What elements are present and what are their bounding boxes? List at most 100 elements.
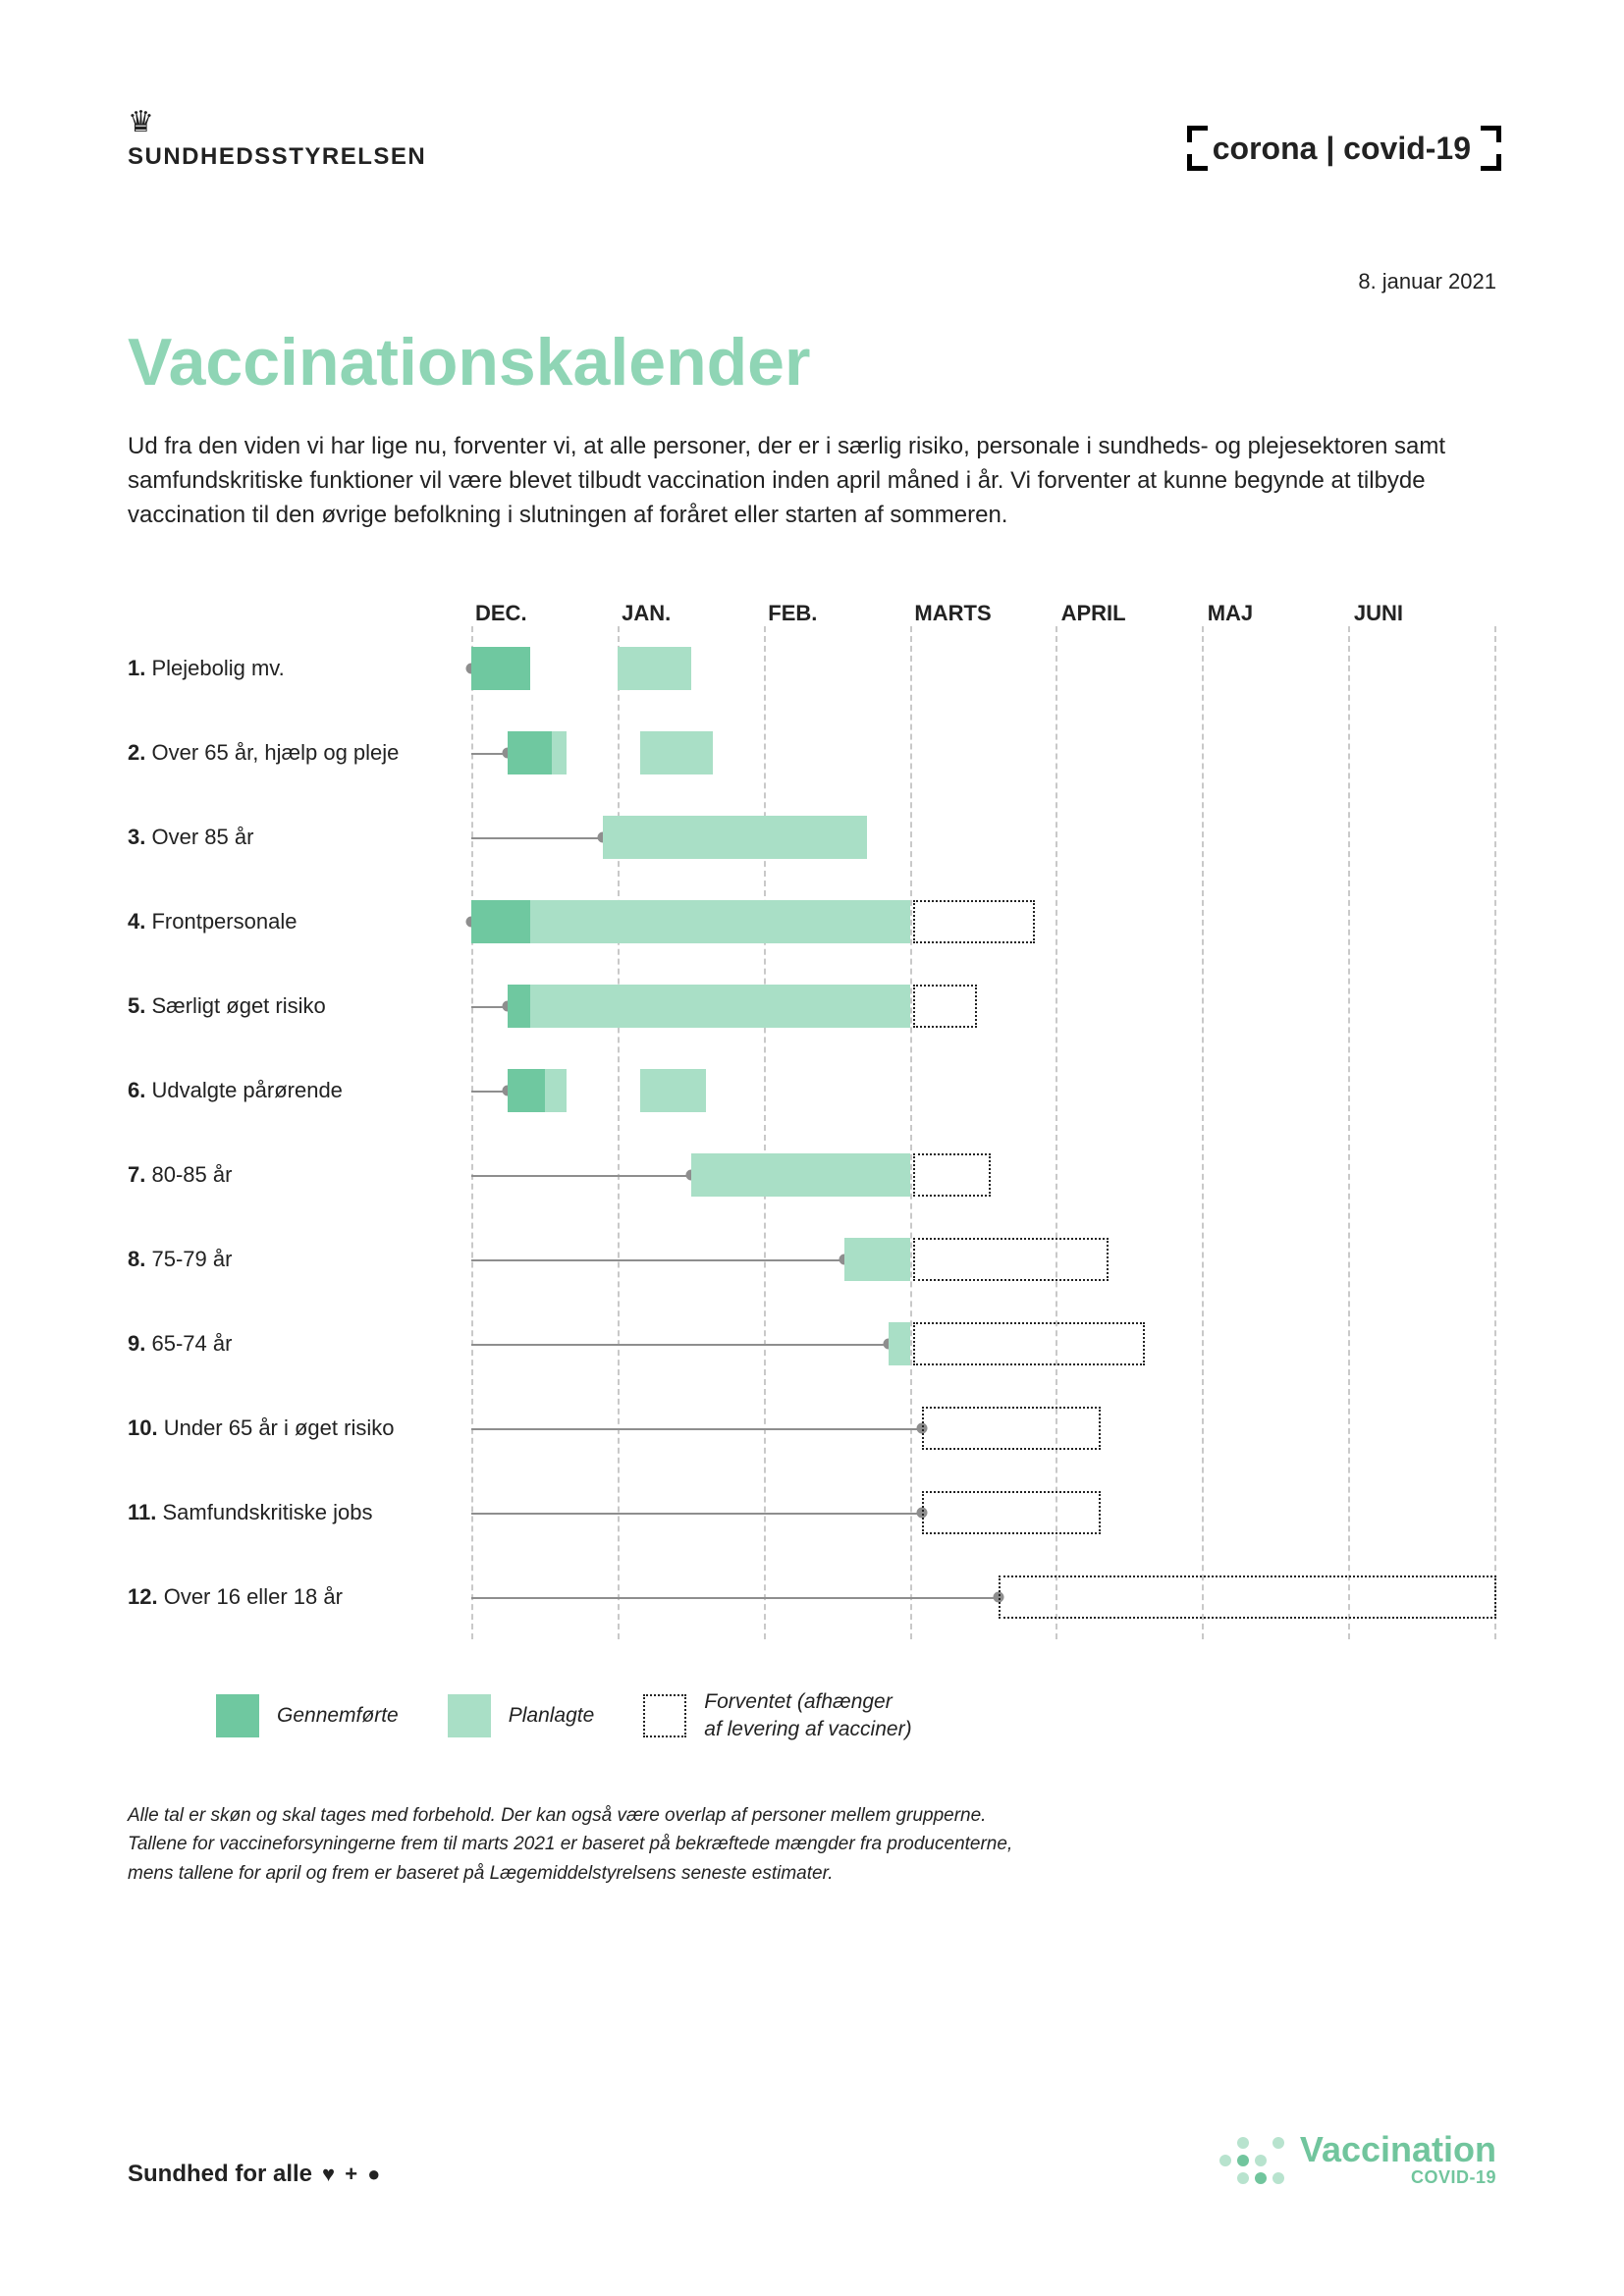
header: ♛ SUNDHEDSSTYRELSEN corona | covid-19	[128, 108, 1496, 171]
intro-paragraph: Ud fra den viden vi har lige nu, forvent…	[128, 430, 1483, 532]
segment-plan	[640, 1069, 706, 1112]
corona-covid-badge: corona | covid-19	[1187, 126, 1496, 171]
row-track	[471, 900, 1496, 943]
segment-plan	[618, 647, 691, 690]
vaccination-gantt-chart: DEC.JAN.FEB.MARTSAPRILMAJJUNI 1. Plejebo…	[128, 601, 1496, 1639]
segment-plan	[603, 816, 866, 859]
month-label: FEB.	[764, 601, 910, 626]
chart-row: 8. 75-79 år	[128, 1217, 1496, 1302]
row-track	[471, 647, 1496, 690]
vaccination-title: Vaccination	[1300, 2132, 1496, 2167]
row-label: 9. 65-74 år	[128, 1331, 471, 1357]
segment-plan	[844, 1238, 910, 1281]
segment-plan	[691, 1153, 911, 1197]
segment-done	[508, 731, 552, 774]
legend-item-exp: Forventet (afhængeraf levering af vaccin…	[643, 1688, 911, 1742]
row-label: 5. Særligt øget risiko	[128, 993, 471, 1019]
month-label: JUNI	[1350, 601, 1496, 626]
legend-item-done: Gennemførte	[216, 1694, 399, 1737]
lead-line	[471, 1175, 691, 1177]
segment-exp	[913, 985, 976, 1028]
dot-grid-icon	[1219, 2137, 1284, 2184]
row-track	[471, 1491, 1496, 1534]
footnote: Alle tal er skøn og skal tages med forbe…	[128, 1801, 1496, 1888]
segment-plan	[552, 731, 567, 774]
footer: Sundhed for alle ♥ + ● Vaccination COVID…	[128, 2132, 1496, 2188]
segment-plan	[640, 731, 714, 774]
month-label: APRIL	[1057, 601, 1204, 626]
row-track	[471, 816, 1496, 859]
row-label: 2. Over 65 år, hjælp og pleje	[128, 740, 471, 766]
chart-body: 1. Plejebolig mv. 2. Over 65 år, hjælp og…	[128, 626, 1496, 1639]
segment-plan	[889, 1322, 910, 1365]
crown-icon: ♛	[128, 108, 154, 137]
chart-row: 1. Plejebolig mv.	[128, 626, 1496, 711]
row-track	[471, 1069, 1496, 1112]
vaccination-logo: Vaccination COVID-19	[1219, 2132, 1496, 2188]
swatch-plan	[448, 1694, 491, 1737]
row-track	[471, 1407, 1496, 1450]
vaccination-sub: COVID-19	[1300, 2167, 1496, 2188]
row-label: 4. Frontpersonale	[128, 909, 471, 934]
corona-text: corona | covid-19	[1213, 131, 1471, 167]
chart-row: 3. Over 85 år	[128, 795, 1496, 880]
legend-label-done: Gennemførte	[277, 1704, 399, 1728]
row-track	[471, 1322, 1496, 1365]
chart-row: 2. Over 65 år, hjælp og pleje	[128, 711, 1496, 795]
swatch-exp	[643, 1694, 686, 1737]
lead-line	[471, 1597, 999, 1599]
segment-exp	[922, 1491, 1101, 1534]
chart-row: 6. Udvalgte pårørende	[128, 1048, 1496, 1133]
segment-done	[471, 647, 530, 690]
legend: Gennemførte Planlagte Forventet (afhænge…	[216, 1688, 1496, 1742]
row-label: 8. 75-79 år	[128, 1247, 471, 1272]
row-track	[471, 1238, 1496, 1281]
footer-glyphs-icon: ♥ + ●	[322, 2162, 382, 2187]
segment-exp	[922, 1407, 1101, 1450]
chart-row: 7. 80-85 år	[128, 1133, 1496, 1217]
lead-line	[471, 1259, 844, 1261]
legend-label-plan: Planlagte	[509, 1704, 595, 1728]
row-label: 3. Over 85 år	[128, 825, 471, 850]
org-logo: ♛ SUNDHEDSSTYRELSEN	[128, 108, 426, 171]
lead-line	[471, 837, 603, 839]
vaccination-logo-text: Vaccination COVID-19	[1300, 2132, 1496, 2188]
segment-exp	[913, 1238, 1108, 1281]
footer-left: Sundhed for alle ♥ + ●	[128, 2161, 382, 2188]
segment-plan	[530, 900, 911, 943]
legend-item-plan: Planlagte	[448, 1694, 595, 1737]
footer-right: Vaccination COVID-19	[1219, 2132, 1496, 2188]
month-label: JAN.	[618, 601, 764, 626]
segment-plan	[530, 985, 911, 1028]
document-date: 8. januar 2021	[128, 269, 1496, 294]
row-label: 7. 80-85 år	[128, 1162, 471, 1188]
chart-row: 4. Frontpersonale	[128, 880, 1496, 964]
lead-line	[471, 1428, 922, 1430]
row-track	[471, 1575, 1496, 1619]
lead-line	[471, 1344, 889, 1346]
swatch-done	[216, 1694, 259, 1737]
segment-exp	[913, 1153, 991, 1197]
row-label: 11. Samfundskritiske jobs	[128, 1500, 471, 1525]
segment-done	[471, 900, 530, 943]
bracket-right-icon	[1481, 126, 1496, 171]
lead-line	[471, 1513, 922, 1515]
row-track	[471, 1153, 1496, 1197]
segment-done	[508, 985, 529, 1028]
row-label: 1. Plejebolig mv.	[128, 656, 471, 681]
row-label: 6. Udvalgte pårørende	[128, 1078, 471, 1103]
chart-row: 11. Samfundskritiske jobs	[128, 1470, 1496, 1555]
segment-exp	[913, 1322, 1145, 1365]
segment-exp	[913, 900, 1035, 943]
chart-row: 12. Over 16 eller 18 år	[128, 1555, 1496, 1639]
chart-row: 5. Særligt øget risiko	[128, 964, 1496, 1048]
month-label: MAJ	[1204, 601, 1350, 626]
legend-label-exp: Forventet (afhængeraf levering af vaccin…	[704, 1688, 911, 1742]
footer-tagline: Sundhed for alle	[128, 2161, 312, 2188]
month-label: DEC.	[471, 601, 618, 626]
month-label: MARTS	[910, 601, 1056, 626]
row-track	[471, 731, 1496, 774]
segment-done	[508, 1069, 544, 1112]
row-label: 10. Under 65 år i øget risiko	[128, 1415, 471, 1441]
chart-row: 10. Under 65 år i øget risiko	[128, 1386, 1496, 1470]
